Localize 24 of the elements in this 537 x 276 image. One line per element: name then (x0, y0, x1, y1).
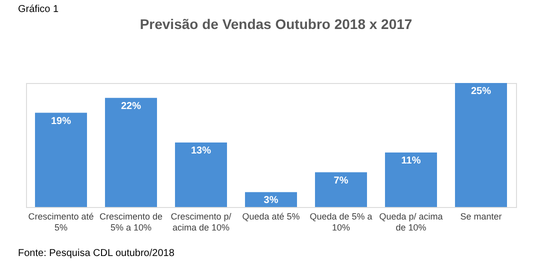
bar (315, 172, 367, 207)
chart-title: Previsão de Vendas Outubro 2018 x 2017 (140, 16, 412, 32)
x-tick-label: Crescimento de 5% a 10% (99, 212, 163, 232)
x-tick-label: Crescimento até 5% (28, 212, 94, 232)
x-tick-label: Queda até 5% (242, 212, 300, 222)
text: Gráfico 1 (18, 4, 60, 15)
x-tick-label: Crescimento p/ acima de 10% (170, 212, 232, 232)
x-tick-label: Se manter (460, 212, 502, 222)
data-label: 3% (264, 195, 278, 206)
bar (385, 152, 437, 207)
source-note: Fonte: Pesquisa CDL outubro/2018 (18, 248, 175, 259)
data-label: 7% (334, 175, 348, 186)
bar (455, 83, 507, 207)
bar (245, 192, 297, 207)
x-tick-label: Queda de 5% a 10% (310, 212, 372, 232)
data-label: 19% (50, 116, 72, 127)
data-label: 25% (470, 86, 492, 97)
data-label: 13% (190, 146, 212, 157)
data-label: 11% (401, 155, 421, 166)
bar (105, 98, 157, 207)
data-label: 22% (120, 100, 142, 112)
bar (35, 112, 87, 207)
x-tick-label: Queda p/ acima de 10% (379, 212, 443, 232)
bar (175, 142, 227, 207)
